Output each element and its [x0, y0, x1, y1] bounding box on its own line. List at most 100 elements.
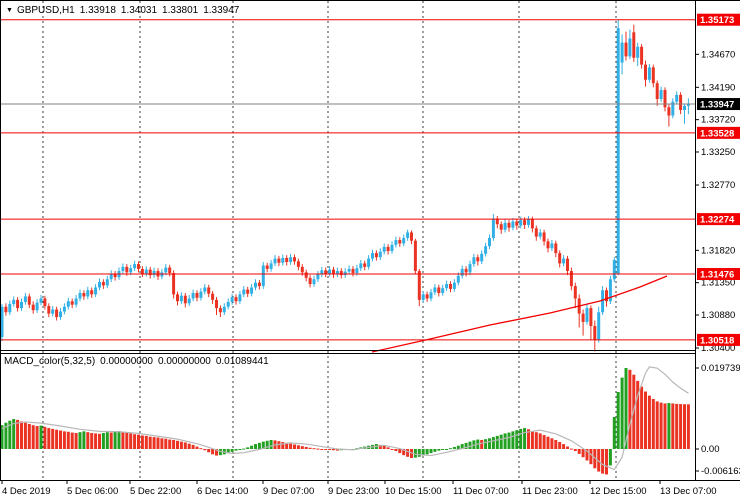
level-price-badge-bg: [697, 333, 740, 346]
macd-histogram-bar: [86, 432, 90, 449]
bull-candle: [94, 287, 98, 295]
bull-candle: [269, 263, 273, 269]
bear-candle: [605, 290, 608, 302]
bull-candle: [51, 309, 55, 314]
macd-histogram-bar: [234, 449, 238, 451]
level-price-badge: 1.33528: [700, 128, 734, 139]
time-axis-label[interactable]: 9 Dec 07:00: [263, 486, 314, 497]
time-axis-label[interactable]: 9 Dec 23:00: [328, 486, 379, 497]
macd-histogram-bar: [449, 448, 452, 450]
time-axis-label[interactable]: 5 Dec 06:00: [67, 486, 118, 497]
macd-histogram-bar: [129, 433, 133, 449]
bear-candle: [47, 306, 51, 314]
level-price-badge: 1.31476: [700, 270, 734, 281]
macd-histogram-bar: [183, 442, 187, 449]
price-axis-label[interactable]: 1.30400: [701, 343, 735, 354]
bull-candle: [675, 94, 679, 102]
bull-candle: [562, 258, 566, 264]
symbol-dropdown-icon[interactable]: ▼: [6, 7, 13, 14]
bull-candle: [402, 237, 406, 244]
ohlc-header: ▼ GBPUSD,H1 1.33918 1.34031 1.33801 1.33947: [6, 5, 239, 16]
macd-histogram-bar: [480, 439, 484, 449]
macd-histogram-bar: [468, 441, 472, 449]
bear-candle: [195, 292, 199, 298]
bull-candle: [261, 265, 265, 287]
macd-histogram-bar: [172, 439, 176, 449]
macd-histogram-bar: [675, 403, 679, 449]
bear-candle: [534, 228, 538, 237]
macd-histogram-bar: [281, 442, 285, 449]
bear-candle: [148, 269, 152, 276]
macd-histogram-bar: [316, 448, 320, 450]
macd-histogram-bar: [390, 449, 394, 450]
time-axis-label[interactable]: 5 Dec 22:00: [130, 486, 181, 497]
price-axis-label[interactable]: 1.31350: [701, 278, 735, 289]
bull-candle: [511, 221, 515, 228]
bear-candle: [31, 304, 35, 311]
time-axis-label[interactable]: 4 Dec 2019: [2, 486, 51, 497]
macd-histogram-bar: [0, 425, 4, 449]
bull-candle: [406, 232, 410, 238]
bear-candle: [363, 263, 367, 267]
bear-candle: [593, 326, 597, 340]
macd-histogram-bar: [168, 439, 172, 449]
price-axis-label[interactable]: 1.31820: [701, 245, 735, 256]
price-axis-label[interactable]: 1.30880: [701, 310, 735, 321]
bull-candle: [59, 311, 62, 318]
macd-histogram-bar: [511, 431, 515, 449]
bull-candle: [66, 301, 70, 307]
time-axis-label[interactable]: 11 Dec 07:00: [453, 486, 509, 497]
macd-histogram-bar: [62, 431, 66, 449]
macd-histogram-bar: [441, 449, 445, 450]
bull-candle: [254, 282, 257, 288]
macd-histogram-bar: [82, 431, 86, 449]
trendline[interactable]: [371, 275, 668, 353]
macd-histogram-bar: [90, 432, 94, 449]
macd-histogram-bar: [667, 403, 671, 449]
bear-candle: [417, 270, 421, 300]
price-axis-label[interactable]: 1.33720: [701, 115, 735, 126]
macd-axis-label[interactable]: -0.006163: [701, 466, 740, 477]
price-axis-label[interactable]: 1.34670: [701, 49, 735, 60]
macd-histogram-bar: [109, 432, 113, 449]
macd-histogram-bar: [491, 437, 495, 449]
time-axis-label[interactable]: 10 Dec 15:00: [385, 486, 442, 497]
bull-candle: [230, 297, 234, 302]
macd-histogram-bar: [640, 386, 644, 449]
time-axis-label[interactable]: 13 Dec 07:00: [660, 486, 717, 497]
bear-candle: [449, 284, 452, 289]
macd-axis-label[interactable]: 0.00: [701, 444, 720, 455]
macd-histogram-bar: [647, 395, 651, 449]
bear-candle: [410, 232, 413, 241]
level-price-badge: 1.35173: [700, 15, 734, 26]
price-axis-label[interactable]: 1.33250: [701, 147, 735, 158]
time-axis-label[interactable]: 11 Dec 23:00: [522, 486, 578, 497]
macd-histogram-bar: [569, 448, 573, 450]
macd-histogram-bar: [538, 433, 542, 449]
price-axis-label[interactable]: 1.34190: [701, 82, 735, 93]
time-axis-label[interactable]: 6 Dec 14:00: [197, 486, 248, 497]
bull-candle: [78, 292, 82, 299]
macd-histogram-bar: [581, 449, 585, 458]
macd-histogram-bar: [164, 438, 168, 449]
macd-histogram-bar: [187, 443, 191, 449]
macd-histogram-bar: [651, 398, 655, 449]
open-value: 1.33918: [79, 5, 116, 16]
bull-candle: [39, 298, 43, 303]
macd-histogram-bar: [304, 446, 308, 449]
bull-candle: [86, 290, 90, 297]
bear-candle: [16, 299, 20, 309]
macd-histogram-bar: [277, 441, 281, 449]
macd-histogram-bar: [70, 432, 74, 449]
bull-candle: [371, 253, 374, 259]
macd-histogram-bar: [105, 432, 109, 449]
bull-candle: [503, 222, 507, 230]
macd-histogram-bar: [238, 449, 242, 450]
price-axis-label[interactable]: 1.32770: [701, 180, 735, 191]
time-axis-label[interactable]: 12 Dec 15:00: [590, 486, 647, 497]
bear-candle: [183, 295, 187, 304]
macd-histogram-bar: [558, 442, 562, 449]
macd-histogram-bar: [636, 380, 640, 449]
